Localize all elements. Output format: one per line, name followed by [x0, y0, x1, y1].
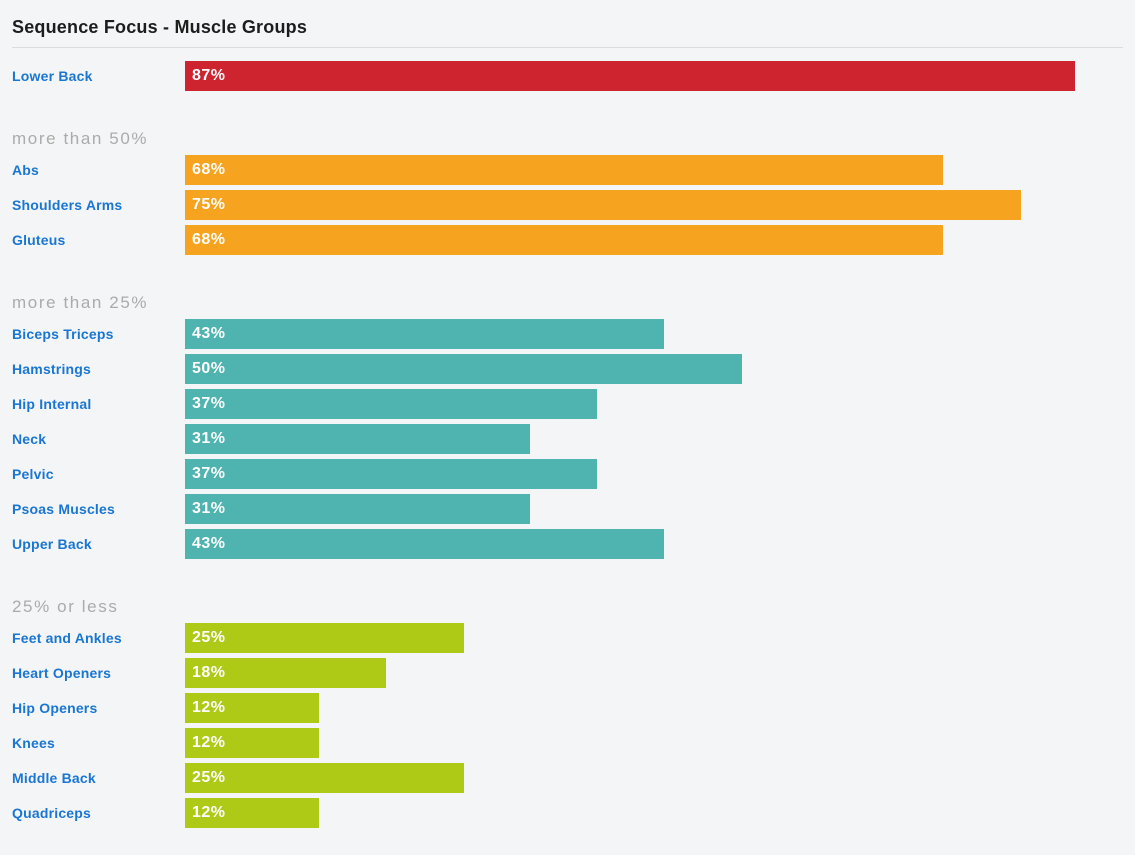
muscle-group-link[interactable]: Hip Internal	[12, 396, 92, 412]
bar: 12%	[185, 693, 319, 723]
chart-row: Pelvic 37%	[12, 459, 1135, 489]
chart-row: Hip Internal 37%	[12, 389, 1135, 419]
bar: 31%	[185, 494, 531, 524]
bar-value-label: 68%	[192, 161, 226, 178]
bar-value-label: 68%	[192, 231, 226, 248]
chart-row: Abs 68%	[12, 155, 1135, 185]
chart-row: Biceps Triceps 43%	[12, 319, 1135, 349]
bar-value-label: 12%	[192, 699, 226, 716]
section-header: more than 50%	[12, 129, 149, 148]
muscle-group-link[interactable]: Knees	[12, 735, 56, 751]
muscle-group-link[interactable]: Hamstrings	[12, 361, 92, 377]
bar-value-label: 12%	[192, 734, 226, 751]
chart-row: Shoulders Arms 75%	[12, 190, 1135, 220]
bar: 37%	[185, 389, 598, 419]
chart-row: Upper Back 43%	[12, 529, 1135, 559]
bar: 43%	[185, 319, 665, 349]
chart-row: Hamstrings 50%	[12, 354, 1135, 384]
bar-value-label: 50%	[192, 360, 226, 377]
muscle-group-link[interactable]: Neck	[12, 431, 47, 447]
section-header: 25% or less	[12, 597, 119, 616]
chart-section: more than 25% Biceps Triceps 43% Hamstrings…	[12, 293, 1135, 559]
muscle-group-link[interactable]: Upper Back	[12, 536, 92, 552]
chart-row: Knees 12%	[12, 728, 1135, 758]
page-title: Sequence Focus - Muscle Groups	[12, 17, 308, 37]
bar: 75%	[185, 190, 1021, 220]
muscle-group-link[interactable]: Quadriceps	[12, 805, 92, 821]
bar-value-label: 37%	[192, 395, 226, 412]
chart-row: Psoas Muscles 31%	[12, 494, 1135, 524]
muscle-group-link[interactable]: Psoas Muscles	[12, 501, 115, 517]
bar-value-label: 43%	[192, 535, 226, 552]
muscle-groups-bar-chart: Lower Back 87% more than 50% Abs 68% Shoulder…	[12, 61, 1135, 828]
muscle-group-link[interactable]: Pelvic	[12, 466, 54, 482]
bar: 31%	[185, 424, 531, 454]
bar-value-label: 43%	[192, 325, 226, 342]
bar: 18%	[185, 658, 386, 688]
muscle-group-link[interactable]: Hip Openers	[12, 700, 98, 716]
bar: 25%	[185, 623, 464, 653]
title-divider	[12, 47, 1123, 48]
chart-row: Lower Back 87%	[12, 61, 1135, 91]
bar-value-label: 25%	[192, 629, 226, 646]
bar: 68%	[185, 155, 943, 185]
bar: 50%	[185, 354, 742, 384]
chart-row: Feet and Ankles 25%	[12, 623, 1135, 653]
bar-value-label: 31%	[192, 500, 226, 517]
bar: 25%	[185, 763, 464, 793]
muscle-group-link[interactable]: Lower Back	[12, 68, 93, 84]
bar-value-label: 37%	[192, 465, 226, 482]
bar-value-label: 75%	[192, 196, 226, 213]
chart-row: Gluteus 68%	[12, 225, 1135, 255]
bar-value-label: 12%	[192, 804, 226, 821]
chart-section: more than 50% Abs 68% Shoulders Arms 75% Glut…	[12, 129, 1135, 255]
chart-section: 25% or less Feet and Ankles 25% Heart Opene…	[12, 597, 1135, 828]
bar-value-label: 87%	[192, 67, 226, 84]
muscle-group-link[interactable]: Middle Back	[12, 770, 96, 786]
muscle-group-link[interactable]: Heart Openers	[12, 665, 112, 681]
muscle-group-link[interactable]: Abs	[12, 162, 40, 178]
chart-row: Heart Openers 18%	[12, 658, 1135, 688]
muscle-group-link[interactable]: Shoulders Arms	[12, 197, 123, 213]
muscle-group-link[interactable]: Feet and Ankles	[12, 630, 122, 646]
bar-value-label: 25%	[192, 769, 226, 786]
muscle-group-link[interactable]: Gluteus	[12, 232, 66, 248]
chart-row: Quadriceps 12%	[12, 798, 1135, 828]
bar: 12%	[185, 728, 319, 758]
bar-value-label: 31%	[192, 430, 226, 447]
bar: 43%	[185, 529, 665, 559]
bar: 37%	[185, 459, 598, 489]
chart-section: Lower Back 87%	[12, 61, 1135, 91]
muscle-group-link[interactable]: Biceps Triceps	[12, 326, 114, 342]
bar: 87%	[185, 61, 1075, 91]
bar: 12%	[185, 798, 319, 828]
chart-row: Neck 31%	[12, 424, 1135, 454]
chart-row: Middle Back 25%	[12, 763, 1135, 793]
chart-row: Hip Openers 12%	[12, 693, 1135, 723]
section-header: more than 25%	[12, 293, 149, 312]
bar: 68%	[185, 225, 943, 255]
bar-value-label: 18%	[192, 664, 226, 681]
